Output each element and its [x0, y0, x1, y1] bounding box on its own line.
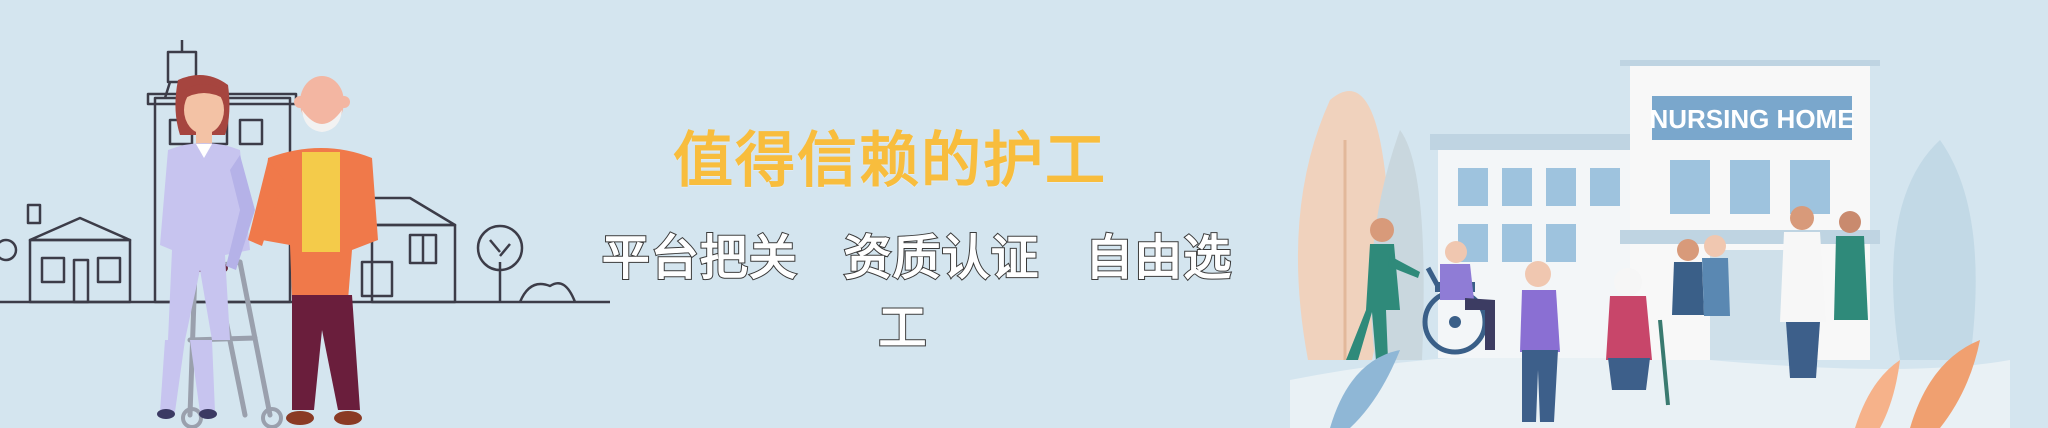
slogan-free-choice: 自由选工	[877, 229, 1233, 357]
nursing-home-illustration: NURSING HOME	[1290, 60, 2010, 428]
caregiver-elderly-illustration	[0, 40, 610, 428]
slogan-platform-check: 平台把关	[601, 229, 798, 287]
banner-title: 值得信赖的护工	[673, 126, 1107, 196]
nursing-home-sign: NURSING HOME	[1649, 104, 1854, 134]
slogan-qualification: 资质认证	[842, 229, 1040, 287]
banner-slogan: 平台把关 资质认证 自由选工	[560, 218, 1260, 358]
